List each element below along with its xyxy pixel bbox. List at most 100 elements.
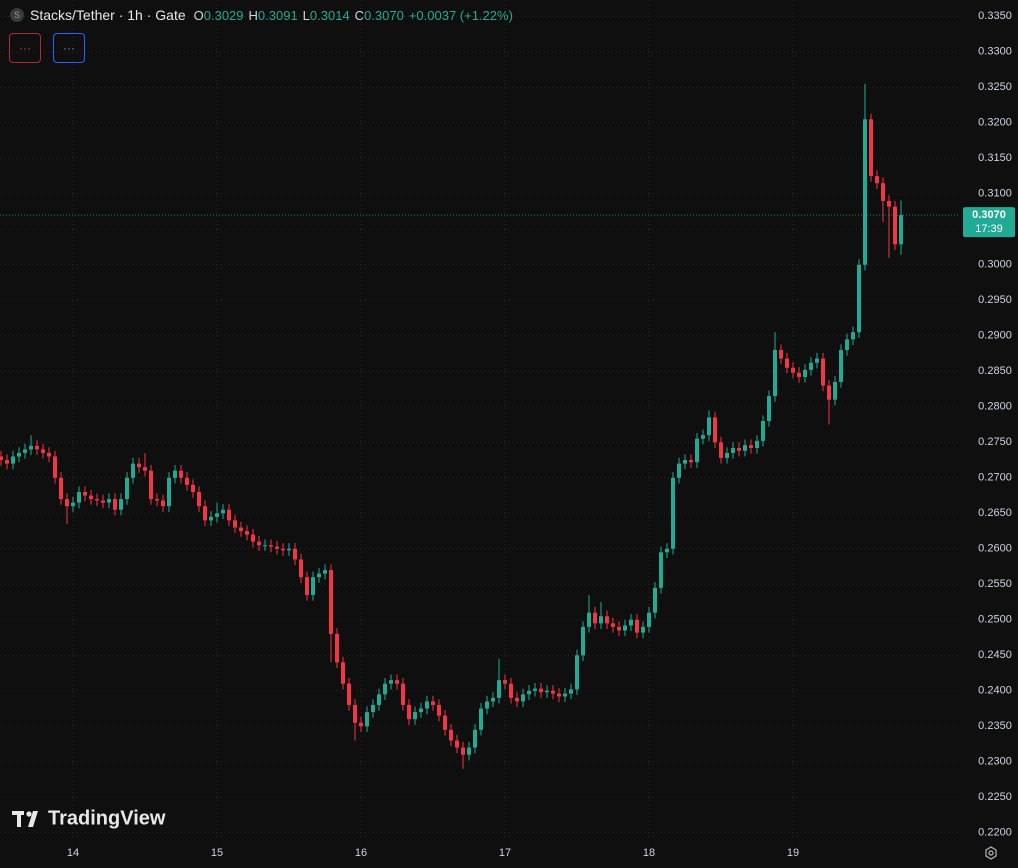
- time-axis: [0, 842, 1018, 868]
- candle-body: [737, 447, 741, 451]
- candle-body: [581, 626, 585, 656]
- candle-body: [551, 690, 555, 694]
- price-tag: [963, 207, 1015, 238]
- candle-body: [425, 701, 429, 709]
- legend-key: O: [193, 7, 204, 23]
- candle-body: [893, 206, 897, 245]
- legend-value: 0.3029: [203, 7, 244, 23]
- x-tick-label: 19: [787, 847, 799, 859]
- logo-shape: [26, 811, 32, 817]
- candle-body: [773, 350, 777, 397]
- candle-body: [539, 688, 543, 693]
- legend-value: 0.3070: [364, 7, 404, 23]
- candle-body: [437, 704, 441, 716]
- logo-shape: [17, 811, 21, 827]
- candle-body: [689, 460, 693, 463]
- candle-body: [635, 619, 639, 633]
- candle-body: [803, 369, 807, 377]
- candle-body: [239, 527, 243, 532]
- candle-body: [29, 445, 33, 450]
- candle-body: [17, 452, 21, 457]
- candle-body: [503, 680, 507, 684]
- candle-body: [569, 689, 573, 694]
- candle-body: [875, 176, 879, 184]
- y-tick-label: 0.2900: [978, 330, 1012, 342]
- candle-body: [257, 541, 261, 546]
- candle-body: [593, 612, 597, 624]
- candle-body: [749, 445, 753, 448]
- candle-body: [383, 683, 387, 695]
- candle-body: [137, 463, 141, 468]
- candle-body: [59, 477, 63, 500]
- candle-body: [209, 516, 213, 521]
- candle-body: [347, 683, 351, 705]
- candle-body: [455, 740, 459, 748]
- candle-body: [485, 701, 489, 709]
- y-tick-label: 0.2850: [978, 365, 1012, 377]
- candle-body: [71, 502, 75, 507]
- indicator-button[interactable]: ···: [9, 33, 41, 63]
- candle-body: [275, 546, 279, 549]
- candle-body: [119, 499, 123, 510]
- y-tick-label: 0.3250: [978, 81, 1012, 93]
- candle-body: [5, 460, 9, 464]
- candle-body: [701, 435, 705, 439]
- candle-body: [11, 456, 15, 464]
- candle-body: [683, 460, 687, 464]
- candle-body: [185, 477, 189, 485]
- candle-body: [629, 619, 633, 626]
- candle-body: [461, 747, 465, 755]
- candle-body: [233, 520, 237, 528]
- candle-body: [641, 626, 645, 633]
- candle-body: [851, 332, 855, 340]
- candle-body: [125, 477, 129, 500]
- candle-body: [899, 215, 903, 245]
- candle-body: [845, 339, 849, 351]
- y-tick-label: 0.3200: [978, 117, 1012, 129]
- candle-body: [809, 362, 813, 370]
- y-tick-label: 0.2650: [978, 507, 1012, 519]
- y-tick-label: 0.2450: [978, 649, 1012, 661]
- candle-body: [515, 697, 519, 702]
- candle-body: [161, 500, 165, 507]
- countdown: 17:39: [975, 223, 1003, 235]
- settings-icon[interactable]: [988, 850, 994, 856]
- candle-body: [755, 440, 759, 448]
- candle-body: [221, 509, 225, 514]
- y-tick-label: 0.2500: [978, 614, 1012, 626]
- candle-body: [335, 633, 339, 663]
- candle-body: [671, 477, 675, 549]
- settings-icon[interactable]: [985, 846, 997, 860]
- candle-body: [779, 350, 783, 359]
- candle-body: [659, 552, 663, 588]
- candle-body: [407, 704, 411, 720]
- candle-body: [131, 463, 135, 478]
- y-tick-label: 0.3350: [978, 10, 1012, 22]
- candle-body: [143, 467, 147, 471]
- x-tick-label: 16: [355, 847, 367, 859]
- candle-body: [287, 548, 291, 551]
- y-tick-label: 0.3300: [978, 46, 1012, 58]
- candle-body: [467, 747, 471, 755]
- settings-icon[interactable]: [985, 846, 997, 860]
- price-axis: [958, 0, 1018, 868]
- candle-body: [767, 396, 771, 421]
- candle-body: [269, 545, 273, 547]
- y-tick-label: 0.2400: [978, 685, 1012, 697]
- candle-body: [191, 484, 195, 492]
- candle-body: [251, 534, 255, 542]
- y-tick-label: 0.3100: [978, 188, 1012, 200]
- y-tick-label: 0.2550: [978, 578, 1012, 590]
- candle-body: [65, 499, 69, 507]
- legend-key: L: [302, 7, 310, 23]
- candle-body: [725, 452, 729, 458]
- indicator-button[interactable]: ···: [53, 33, 85, 63]
- candle-body: [695, 438, 699, 463]
- candle-body: [95, 499, 99, 501]
- candle-body: [203, 506, 207, 521]
- candle-body: [563, 693, 567, 697]
- candle-body: [107, 499, 111, 503]
- watermark: TradingView: [12, 807, 166, 829]
- candle-body: [509, 683, 513, 698]
